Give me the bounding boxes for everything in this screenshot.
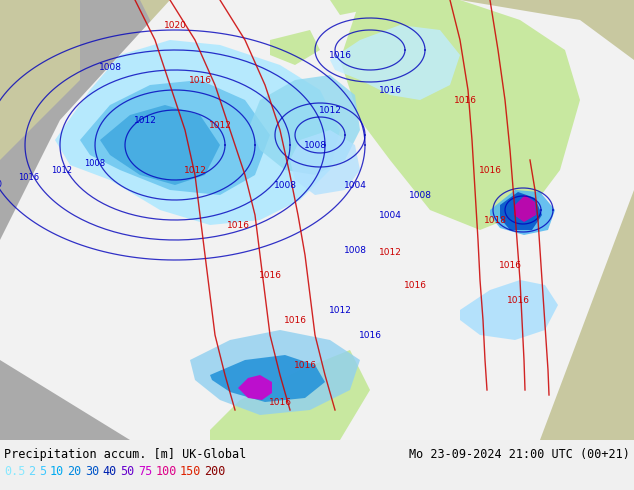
Text: 10: 10 [50, 465, 64, 477]
Text: 1016: 1016 [259, 270, 281, 279]
Polygon shape [290, 130, 360, 195]
Text: 75: 75 [138, 465, 152, 477]
Text: 1020: 1020 [0, 180, 2, 189]
Polygon shape [250, 75, 360, 175]
Text: 1008: 1008 [344, 245, 366, 254]
Text: 1016: 1016 [507, 295, 529, 304]
Text: 1016: 1016 [18, 173, 39, 182]
Text: 200: 200 [204, 465, 226, 477]
Polygon shape [270, 30, 320, 65]
Text: 100: 100 [155, 465, 177, 477]
Polygon shape [140, 0, 220, 40]
Text: 1016: 1016 [498, 261, 522, 270]
Text: 1016: 1016 [226, 220, 250, 229]
Text: Precipitation accum. [m] UK-Global: Precipitation accum. [m] UK-Global [4, 448, 246, 461]
Text: 2: 2 [29, 465, 36, 477]
Text: 5: 5 [39, 465, 46, 477]
Text: 30: 30 [85, 465, 100, 477]
Polygon shape [0, 0, 634, 440]
Text: 1016: 1016 [328, 50, 351, 59]
Text: 1016: 1016 [283, 316, 306, 324]
Text: 1016: 1016 [358, 330, 382, 340]
Polygon shape [460, 280, 558, 340]
Text: 1012: 1012 [318, 105, 342, 115]
Polygon shape [80, 80, 270, 195]
Text: 1016: 1016 [378, 85, 401, 95]
Text: 1012: 1012 [134, 116, 157, 124]
Text: 1018: 1018 [484, 216, 507, 224]
Text: 1008: 1008 [408, 191, 432, 199]
Text: 50: 50 [120, 465, 134, 477]
Polygon shape [0, 0, 634, 440]
Polygon shape [340, 0, 580, 230]
Text: 1004: 1004 [378, 211, 401, 220]
Polygon shape [210, 350, 370, 440]
Text: Mo 23-09-2024 21:00 UTC (00+21): Mo 23-09-2024 21:00 UTC (00+21) [409, 448, 630, 461]
Text: 1012: 1012 [51, 166, 72, 175]
Text: 1012: 1012 [184, 166, 207, 174]
Text: 1016: 1016 [294, 361, 316, 369]
Polygon shape [500, 192, 542, 230]
Polygon shape [490, 190, 555, 235]
Text: 1008: 1008 [273, 180, 297, 190]
Polygon shape [210, 355, 325, 402]
Text: 1008: 1008 [98, 63, 122, 72]
Text: 1004: 1004 [344, 180, 366, 190]
Polygon shape [330, 0, 370, 15]
Polygon shape [330, 25, 460, 100]
Text: 1012: 1012 [328, 305, 351, 315]
Polygon shape [514, 195, 536, 222]
Text: 1008: 1008 [304, 141, 327, 149]
Text: 1020: 1020 [164, 21, 186, 29]
Text: 1016: 1016 [479, 166, 501, 174]
Text: 150: 150 [180, 465, 202, 477]
Text: 1012: 1012 [378, 247, 401, 256]
Text: 0.5: 0.5 [4, 465, 25, 477]
Polygon shape [190, 330, 360, 415]
Text: 1016: 1016 [453, 96, 477, 104]
Text: 1016: 1016 [269, 397, 292, 407]
Polygon shape [0, 0, 80, 160]
Text: 1008: 1008 [84, 159, 105, 168]
Polygon shape [360, 0, 634, 440]
Text: 20: 20 [68, 465, 82, 477]
Text: 1016: 1016 [403, 280, 427, 290]
Polygon shape [100, 105, 220, 185]
Text: 40: 40 [103, 465, 117, 477]
Polygon shape [238, 375, 272, 400]
Text: 1016: 1016 [188, 75, 212, 84]
Text: 1012: 1012 [209, 121, 231, 129]
Polygon shape [55, 40, 340, 225]
